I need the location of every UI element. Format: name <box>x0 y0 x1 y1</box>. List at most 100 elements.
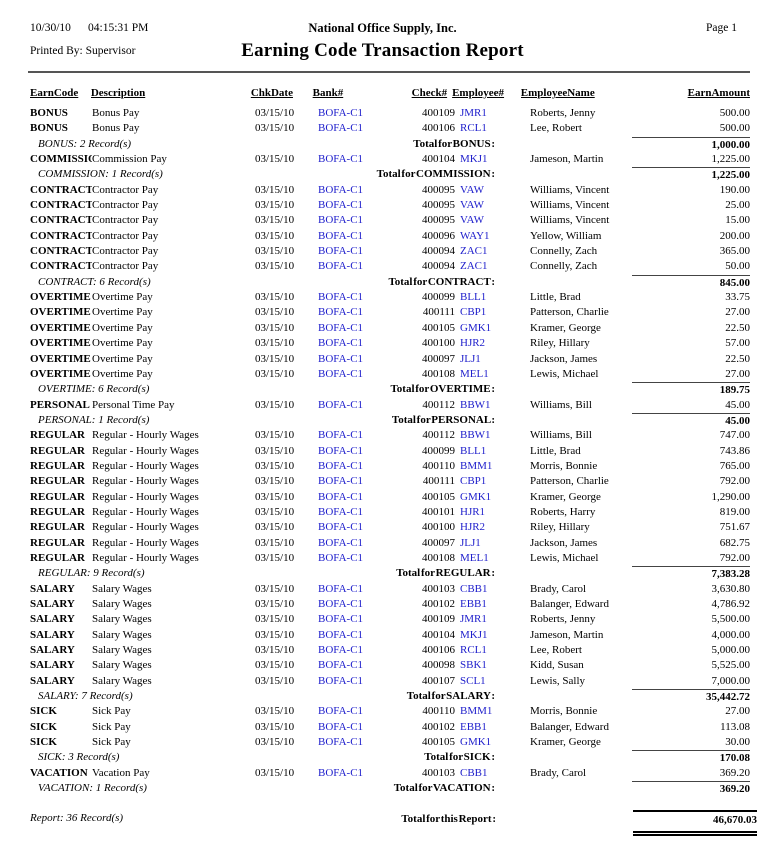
bank-number-link[interactable]: BOFA-C1 <box>318 260 364 273</box>
employee-number-link[interactable]: MKJ1 <box>460 153 488 166</box>
employee-number-link[interactable]: BBW1 <box>460 429 491 442</box>
employee-number-link[interactable]: MEL1 <box>460 551 489 564</box>
description-cell: Regular - Hourly Wages <box>92 536 199 549</box>
bank-number-link[interactable]: BOFA-C1 <box>318 183 364 196</box>
employee-number-link[interactable]: ZAC1 <box>460 245 488 258</box>
chk-date-cell: 03/15/10 <box>255 551 295 564</box>
section-subtotal-row: CONTRACT: 6 Record(s) Total for CONTRACT… <box>0 274 765 290</box>
bank-number-link[interactable]: BOFA-C1 <box>318 628 364 641</box>
section-subtotal-row: PERSONAL: 1 Record(s) Total for PERSONAL… <box>0 412 765 428</box>
employee-number-link[interactable]: MEL1 <box>460 367 489 380</box>
table-row: SICK Sick Pay 03/15/10 BOFA-C1 400110 BM… <box>0 704 765 719</box>
employee-number-link[interactable]: MKJ1 <box>460 628 488 641</box>
employee-number-link[interactable]: RCL1 <box>460 122 487 135</box>
employee-number-link[interactable]: VAW <box>460 183 484 196</box>
employee-number-link[interactable]: VAW <box>460 214 484 227</box>
earn-code-cell: OVERTIME <box>30 337 91 350</box>
employee-number-link[interactable]: JLJ1 <box>460 352 481 365</box>
bank-number-link[interactable]: BOFA-C1 <box>318 644 364 657</box>
bank-number-link[interactable]: BOFA-C1 <box>318 613 364 626</box>
chk-date-cell: 03/15/10 <box>255 628 295 641</box>
employee-number-link[interactable]: HJR1 <box>460 505 486 518</box>
bank-number-link[interactable]: BOFA-C1 <box>318 490 364 503</box>
description-cell: Contractor Pay <box>92 199 159 212</box>
employee-number-link[interactable]: CBP1 <box>460 306 487 319</box>
employee-number-link[interactable]: VAW <box>460 199 484 212</box>
employee-number-link[interactable]: JMR1 <box>460 613 487 626</box>
bank-number-link[interactable]: BOFA-C1 <box>318 229 364 242</box>
employee-number-link[interactable]: HJR2 <box>460 521 486 534</box>
employee-number-link[interactable]: BBW1 <box>460 398 491 411</box>
employee-number-link[interactable]: SCL1 <box>460 674 486 687</box>
table-row: PERSONAL Personal Time Pay 03/15/10 BOFA… <box>0 398 765 413</box>
bank-number-link[interactable]: BOFA-C1 <box>318 505 364 518</box>
bank-number-link[interactable]: BOFA-C1 <box>318 122 364 135</box>
employee-number-link[interactable]: GMK1 <box>460 490 492 503</box>
bank-number-link[interactable]: BOFA-C1 <box>318 107 364 119</box>
earn-code-cell: CONTRACT <box>30 229 92 242</box>
bank-number-link[interactable]: BOFA-C1 <box>318 153 364 166</box>
employee-number-link[interactable]: EBB1 <box>460 720 487 733</box>
bank-number-link[interactable]: BOFA-C1 <box>318 199 364 212</box>
bank-number-link[interactable]: BOFA-C1 <box>318 214 364 227</box>
employee-number-link[interactable]: HJR2 <box>460 337 486 350</box>
employee-number-link[interactable]: CBB1 <box>460 582 488 595</box>
section-total-label: Total for PERSONAL : <box>391 413 495 426</box>
employee-number-link[interactable]: CBP1 <box>460 475 487 488</box>
bank-number-link[interactable]: BOFA-C1 <box>318 398 364 411</box>
earn-code-cell: SALARY <box>30 613 75 626</box>
employee-number-link[interactable]: EBB1 <box>460 598 487 610</box>
section-total-amount: 1,000.00 <box>632 136 750 152</box>
chk-date-cell: 03/15/10 <box>255 291 295 304</box>
chk-date-cell: 03/15/10 <box>255 490 295 503</box>
bank-number-link[interactable]: BOFA-C1 <box>318 659 364 672</box>
employee-number-link[interactable]: RCL1 <box>460 644 487 657</box>
employee-number-link[interactable]: CBB1 <box>460 766 488 779</box>
employee-number-link[interactable]: GMK1 <box>460 736 492 749</box>
employee-number-link[interactable]: ZAC1 <box>460 260 488 273</box>
bank-number-link[interactable]: BOFA-C1 <box>318 521 364 534</box>
bank-number-link[interactable]: BOFA-C1 <box>318 736 364 749</box>
bank-number-link[interactable]: BOFA-C1 <box>318 766 364 779</box>
employee-number-link[interactable]: BMM1 <box>460 705 493 718</box>
bank-number-link[interactable]: BOFA-C1 <box>318 444 364 457</box>
bank-number-link[interactable]: BOFA-C1 <box>318 321 364 334</box>
bank-number-link[interactable]: BOFA-C1 <box>318 551 364 564</box>
bank-number-link[interactable]: BOFA-C1 <box>318 245 364 258</box>
earn-code-cell: SALARY <box>30 644 75 657</box>
employee-number-link[interactable]: SBK1 <box>460 659 487 672</box>
check-number-cell: 400111 <box>422 475 455 488</box>
bank-number-link[interactable]: BOFA-C1 <box>318 475 364 488</box>
employee-number-link[interactable]: BLL1 <box>460 291 487 304</box>
bank-number-link[interactable]: BOFA-C1 <box>318 306 364 319</box>
section-total-label: Total for SALARY : <box>406 690 495 703</box>
bank-number-link[interactable]: BOFA-C1 <box>318 337 364 350</box>
employee-number-link[interactable]: BMM1 <box>460 459 493 472</box>
bank-number-link[interactable]: BOFA-C1 <box>318 352 364 365</box>
bank-number-link[interactable]: BOFA-C1 <box>318 367 364 380</box>
report-total-label: Total for this Report : <box>401 813 496 825</box>
table-row: SALARY Salary Wages 03/15/10 BOFA-C1 400… <box>0 628 765 643</box>
bank-number-link[interactable]: BOFA-C1 <box>318 536 364 549</box>
employee-number-link[interactable]: BLL1 <box>460 444 487 457</box>
bank-number-link[interactable]: BOFA-C1 <box>318 459 364 472</box>
employee-name-cell: Jackson, James <box>530 352 598 365</box>
employee-number-link[interactable]: JLJ1 <box>460 536 481 549</box>
bank-number-link[interactable]: BOFA-C1 <box>318 291 364 304</box>
description-cell: Overtime Pay <box>92 291 153 304</box>
table-row: REGULAR Regular - Hourly Wages 03/15/10 … <box>0 459 765 474</box>
page-number: Page 1 <box>706 22 737 34</box>
bank-number-link[interactable]: BOFA-C1 <box>318 598 364 610</box>
bank-number-link[interactable]: BOFA-C1 <box>318 705 364 718</box>
bank-number-link[interactable]: BOFA-C1 <box>318 429 364 442</box>
employee-number-link[interactable]: JMR1 <box>460 107 487 119</box>
employee-number-link[interactable]: GMK1 <box>460 321 492 334</box>
bank-number-link[interactable]: BOFA-C1 <box>318 582 364 595</box>
earn-code-cell: SICK <box>30 705 57 718</box>
bank-number-link[interactable]: BOFA-C1 <box>318 674 364 687</box>
bank-number-link[interactable]: BOFA-C1 <box>318 720 364 733</box>
table-row: REGULAR Regular - Hourly Wages 03/15/10 … <box>0 444 765 459</box>
employee-number-link[interactable]: WAY1 <box>460 229 490 242</box>
earn-amount-cell: 27.00 <box>725 306 750 319</box>
earn-amount-cell: 765.00 <box>719 459 750 472</box>
